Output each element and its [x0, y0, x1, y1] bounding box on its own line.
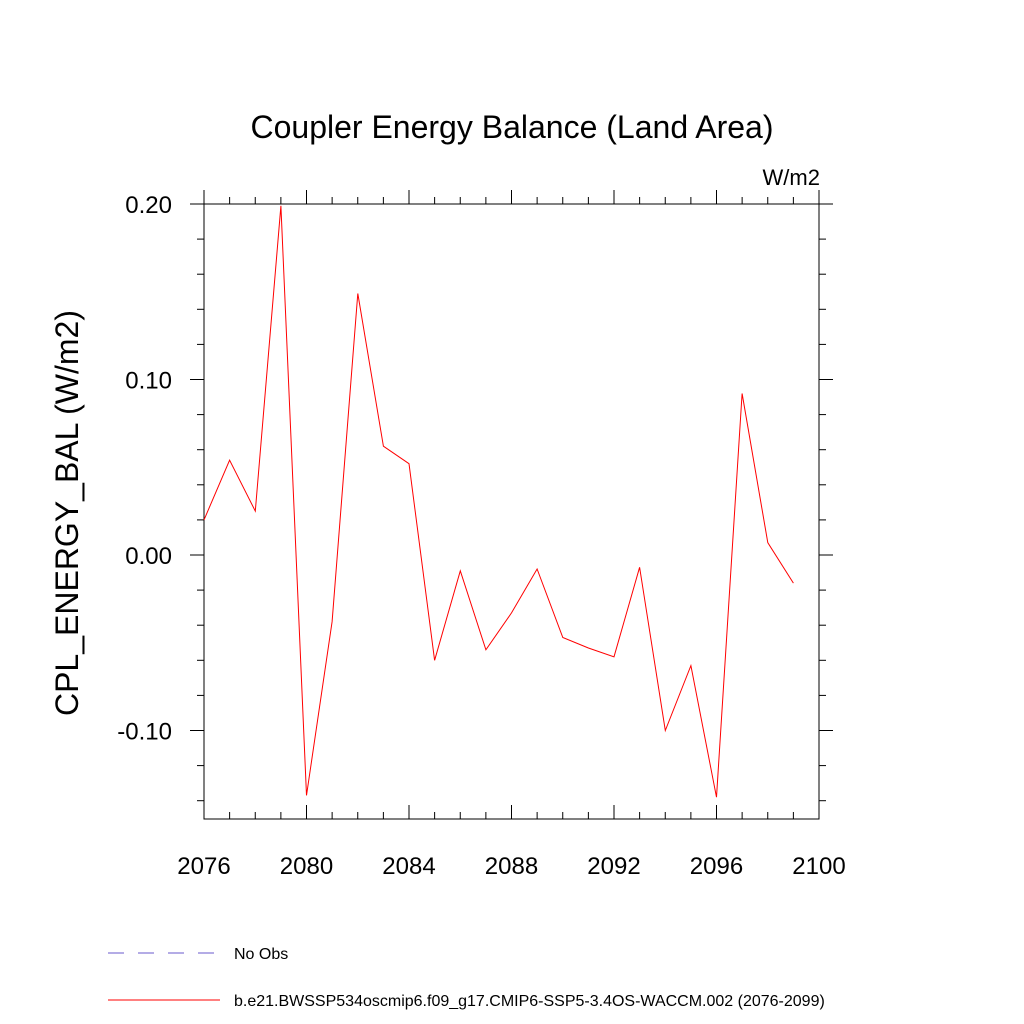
legend-label-model: b.e21.BWSSP534oscmip6.f09_g17.CMIP6-SSP5…	[234, 993, 825, 1010]
plot-frame	[203, 203, 820, 820]
units-label: W/m2	[763, 165, 820, 190]
legend-label-no-obs: No Obs	[234, 946, 288, 963]
y-tick-label: 0.10	[125, 368, 172, 395]
y-tick-label: -0.10	[117, 719, 172, 746]
x-tick-label: 2100	[792, 853, 845, 880]
legend: No Obs b.e21.BWSSP534oscmip6.f09_g17.CMI…	[108, 946, 825, 1010]
x-tick-label: 2096	[690, 853, 743, 880]
x-tick-label: 2076	[177, 853, 230, 880]
chart-title: Coupler Energy Balance (Land Area)	[251, 109, 774, 145]
series-line	[203, 205, 794, 798]
x-tick-label: 2088	[485, 853, 538, 880]
axes: 2076 2080 2084 2088 2092 2096 2100 -0.10 0.00 0.1…	[117, 190, 846, 880]
x-tick-label: 2080	[280, 853, 333, 880]
y-tick-label: 0.20	[125, 192, 172, 219]
x-tick-label: 2084	[382, 853, 435, 880]
x-tick-label: 2092	[587, 853, 640, 880]
y-axis-label: CPL_ENERGY_BAL (W/m2)	[49, 310, 85, 716]
y-tick-label: 0.00	[125, 543, 172, 570]
series-group	[203, 205, 794, 798]
